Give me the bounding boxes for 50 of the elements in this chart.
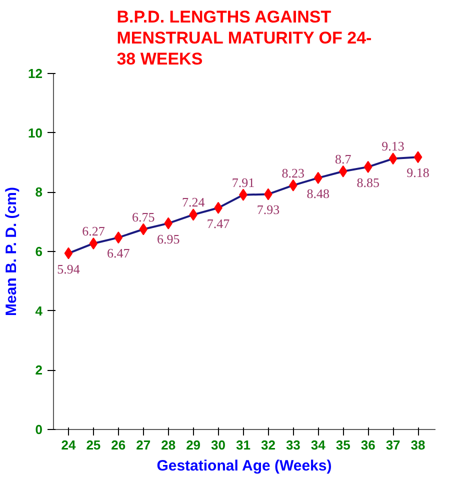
x-tick-label: 29 xyxy=(186,438,201,452)
y-tick-label: 8 xyxy=(35,184,43,200)
x-tick-label: 38 xyxy=(410,438,426,452)
point xyxy=(64,247,73,260)
data-label: 8.23 xyxy=(282,165,305,180)
x-tick-label: 26 xyxy=(111,438,126,452)
x-tick-label: 31 xyxy=(236,438,250,452)
data-label: 8.7 xyxy=(334,151,352,166)
point xyxy=(388,152,398,165)
data-label: 7.47 xyxy=(206,216,230,231)
data-label: 5.94 xyxy=(57,261,80,276)
data-label: 9.13 xyxy=(382,138,404,154)
chart-title: B.P.D. LENGTHS AGAINST MENSTRUAL MATURITY OF 24- 38 WEEKS xyxy=(116,8,372,68)
point xyxy=(414,151,422,164)
y-tick-label: 10 xyxy=(28,125,43,140)
y-tick-label: 0 xyxy=(35,422,43,437)
x-tick-label: 37 xyxy=(386,438,400,452)
data-label: 9.18 xyxy=(406,165,430,180)
y-axis-title: Mean B. P. D. (cm) xyxy=(3,187,20,316)
point xyxy=(139,223,148,236)
x-tick-label: 27 xyxy=(136,438,151,452)
x-tick-label: 25 xyxy=(86,438,101,452)
x-tick-label: 34 xyxy=(310,438,326,452)
x-axis-title: Gestational Age (Weeks) xyxy=(156,458,332,474)
data-label: 7.24 xyxy=(182,194,206,210)
point xyxy=(314,172,322,184)
data-label: 6.75 xyxy=(132,209,155,224)
point xyxy=(338,165,348,178)
data-label: 6.27 xyxy=(82,223,106,238)
x-tick-label: 33 xyxy=(286,438,300,452)
data-label: 6.47 xyxy=(107,246,130,261)
x-tick-label: 35 xyxy=(336,438,350,452)
point xyxy=(89,237,98,250)
data-label: 6.95 xyxy=(156,231,180,246)
data-label: 7.93 xyxy=(256,202,280,218)
x-tick-label: 36 xyxy=(360,438,376,452)
y-tick-label: 2 xyxy=(35,362,43,378)
point xyxy=(364,160,372,173)
y-tick-label: 6 xyxy=(35,244,43,259)
x-tick-label: 24 xyxy=(61,438,76,452)
data-label: 7.91 xyxy=(232,174,255,190)
point xyxy=(164,217,173,230)
data-label: 8.85 xyxy=(356,174,380,190)
data-label: 8.48 xyxy=(306,186,330,201)
x-tick-label: 32 xyxy=(260,438,276,452)
y-tick-label: 4 xyxy=(35,303,44,318)
y-tick-label: 12 xyxy=(28,66,43,81)
point xyxy=(114,232,123,244)
x-tick-label: 30 xyxy=(211,438,226,452)
x-tick-label: 28 xyxy=(161,438,176,452)
